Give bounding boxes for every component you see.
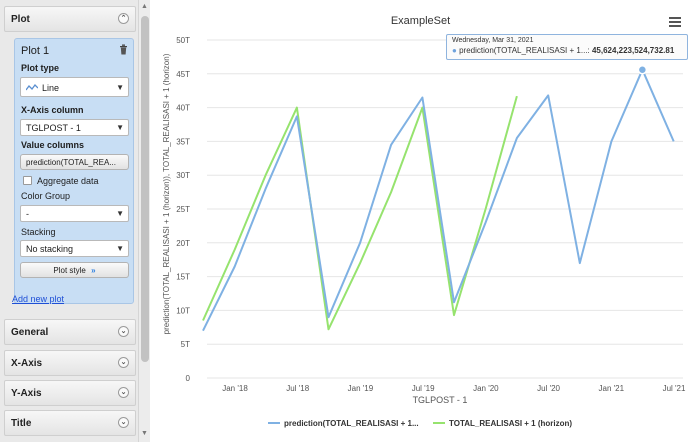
y-tick-label: 25T bbox=[176, 205, 190, 214]
y-tick-label: 0 bbox=[186, 374, 191, 383]
x-tick-label: Jul '18 bbox=[286, 384, 309, 393]
y-tick-label: 40T bbox=[176, 104, 190, 113]
plot-style-button[interactable]: Plot style » bbox=[20, 262, 129, 278]
general-section-title: General bbox=[11, 327, 49, 338]
line-chart-icon bbox=[25, 84, 39, 91]
title-section-title: Title bbox=[11, 418, 32, 429]
color-group-label: Color Group bbox=[21, 191, 71, 201]
chevron-down-icon[interactable]: ⌄ bbox=[118, 417, 129, 428]
data-point-tooltip: Wednesday, Mar 31, 2021 ● prediction(TOT… bbox=[446, 34, 688, 60]
x-tick-label: Jan '20 bbox=[473, 384, 499, 393]
x-tick-label: Jan '18 bbox=[222, 384, 248, 393]
y-axis-label: prediction(TOTAL_REALISASI + 1 (horizon)… bbox=[162, 53, 171, 334]
x-tick-label: Jul '21 bbox=[663, 384, 686, 393]
scrollbar-thumb[interactable] bbox=[141, 16, 149, 362]
y-tick-label: 35T bbox=[176, 137, 190, 146]
legend-item[interactable]: TOTAL_REALISASI + 1 (horizon) bbox=[449, 419, 572, 428]
y-tick-label: 5T bbox=[181, 340, 190, 349]
chevron-down-icon: ▼ bbox=[116, 209, 124, 218]
line-chart: 0 5T 10T 15T 20T 25T 30T 35T 40T 45T 50T Jan '18 Ju… bbox=[162, 36, 686, 428]
x-axis-label: X-Axis column bbox=[21, 105, 84, 115]
y-axis-section-header[interactable]: Y-Axis ⌄ bbox=[4, 380, 136, 406]
scroll-down-icon[interactable]: ▼ bbox=[141, 430, 148, 437]
x-axis-section-title: X-Axis bbox=[11, 358, 43, 369]
aggregate-checkbox[interactable] bbox=[23, 176, 32, 185]
plot-style-label: Plot style bbox=[53, 266, 86, 275]
stacking-label: Stacking bbox=[21, 227, 56, 237]
scroll-up-icon[interactable]: ▲ bbox=[141, 3, 148, 10]
y-tick-label: 45T bbox=[176, 70, 190, 79]
double-chevron-right-icon: » bbox=[91, 266, 96, 275]
x-axis-select[interactable]: TGLPOST - 1 ▼ bbox=[20, 119, 129, 136]
value-columns-button[interactable]: prediction(TOTAL_REA... bbox=[20, 154, 129, 170]
hamburger-menu-icon[interactable] bbox=[669, 17, 681, 29]
color-group-value: - bbox=[26, 209, 29, 219]
y-tick-label: 10T bbox=[176, 306, 190, 315]
x-tick-label: Jan '19 bbox=[348, 384, 374, 393]
y-tick-label: 30T bbox=[176, 171, 190, 180]
plot-settings-panel: Plot ⌃ Plot 1 Plot type Line ▼ X-Axis bbox=[0, 0, 150, 442]
chevron-down-icon: ▼ bbox=[116, 123, 124, 132]
highlighted-point[interactable] bbox=[637, 64, 648, 75]
x-tick-label: Jul '19 bbox=[412, 384, 435, 393]
chart-title: ExampleSet bbox=[390, 15, 451, 27]
add-new-plot-link[interactable]: Add new plot bbox=[12, 294, 65, 304]
panel-scrollbar[interactable]: ▲ ▼ bbox=[138, 0, 150, 442]
chevron-down-icon: ▼ bbox=[116, 244, 124, 253]
stacking-value: No stacking bbox=[26, 244, 74, 254]
series-line[interactable] bbox=[202, 68, 675, 332]
plot-type-select[interactable]: Line ▼ bbox=[20, 77, 129, 97]
tooltip-value-line: ● prediction(TOTAL_REALISASI + 1...: 45,… bbox=[452, 46, 687, 55]
x-axis-value: TGLPOST - 1 bbox=[26, 123, 81, 133]
plot-type-value: Line bbox=[42, 83, 60, 93]
chevron-up-icon[interactable]: ⌃ bbox=[118, 13, 129, 24]
trash-icon[interactable] bbox=[119, 44, 128, 55]
title-section-header[interactable]: Title ⌄ bbox=[4, 410, 136, 436]
color-group-select[interactable]: - ▼ bbox=[20, 205, 129, 222]
chevron-down-icon[interactable]: ⌄ bbox=[118, 357, 129, 368]
y-tick-label: 20T bbox=[176, 239, 190, 248]
stacking-select[interactable]: No stacking ▼ bbox=[20, 240, 129, 257]
x-tick-label: Jan '21 bbox=[599, 384, 625, 393]
plot-card: Plot 1 Plot type Line ▼ X-Axis column TG… bbox=[14, 38, 134, 304]
series-line[interactable] bbox=[202, 95, 518, 331]
tooltip-date: Wednesday, Mar 31, 2021 bbox=[452, 37, 534, 44]
plot-type-label: Plot type bbox=[21, 63, 60, 73]
x-axis-section-header[interactable]: X-Axis ⌄ bbox=[4, 350, 136, 376]
chevron-down-icon[interactable]: ⌄ bbox=[118, 387, 129, 398]
value-columns-label: Value columns bbox=[21, 140, 85, 150]
chevron-down-icon: ▼ bbox=[116, 83, 124, 92]
x-axis-label: TGLPOST - 1 bbox=[413, 395, 468, 405]
aggregate-label: Aggregate data bbox=[37, 176, 99, 186]
series-dot-icon: ● bbox=[452, 46, 457, 55]
tooltip-value: 45,624,223,524,732.81 bbox=[591, 46, 675, 55]
y-tick-label: 50T bbox=[176, 36, 190, 45]
plot-section-title: Plot bbox=[11, 14, 30, 25]
plot-name: Plot 1 bbox=[21, 45, 50, 57]
x-tick-label: Jul '20 bbox=[537, 384, 560, 393]
general-section-header[interactable]: General ⌄ bbox=[4, 319, 136, 345]
chart-area: ExampleSet 0 5T 10T 15T 20T 25T 30T 35T 40T 45T 50… bbox=[150, 0, 691, 442]
y-axis-section-title: Y-Axis bbox=[11, 388, 42, 399]
chevron-down-icon[interactable]: ⌄ bbox=[118, 326, 129, 337]
plot-section-header[interactable]: Plot ⌃ bbox=[4, 6, 136, 32]
legend-item[interactable]: prediction(TOTAL_REALISASI + 1... bbox=[284, 419, 419, 428]
tooltip-series: prediction(TOTAL_REALISASI + 1...: bbox=[459, 46, 590, 55]
y-tick-label: 15T bbox=[176, 273, 190, 282]
